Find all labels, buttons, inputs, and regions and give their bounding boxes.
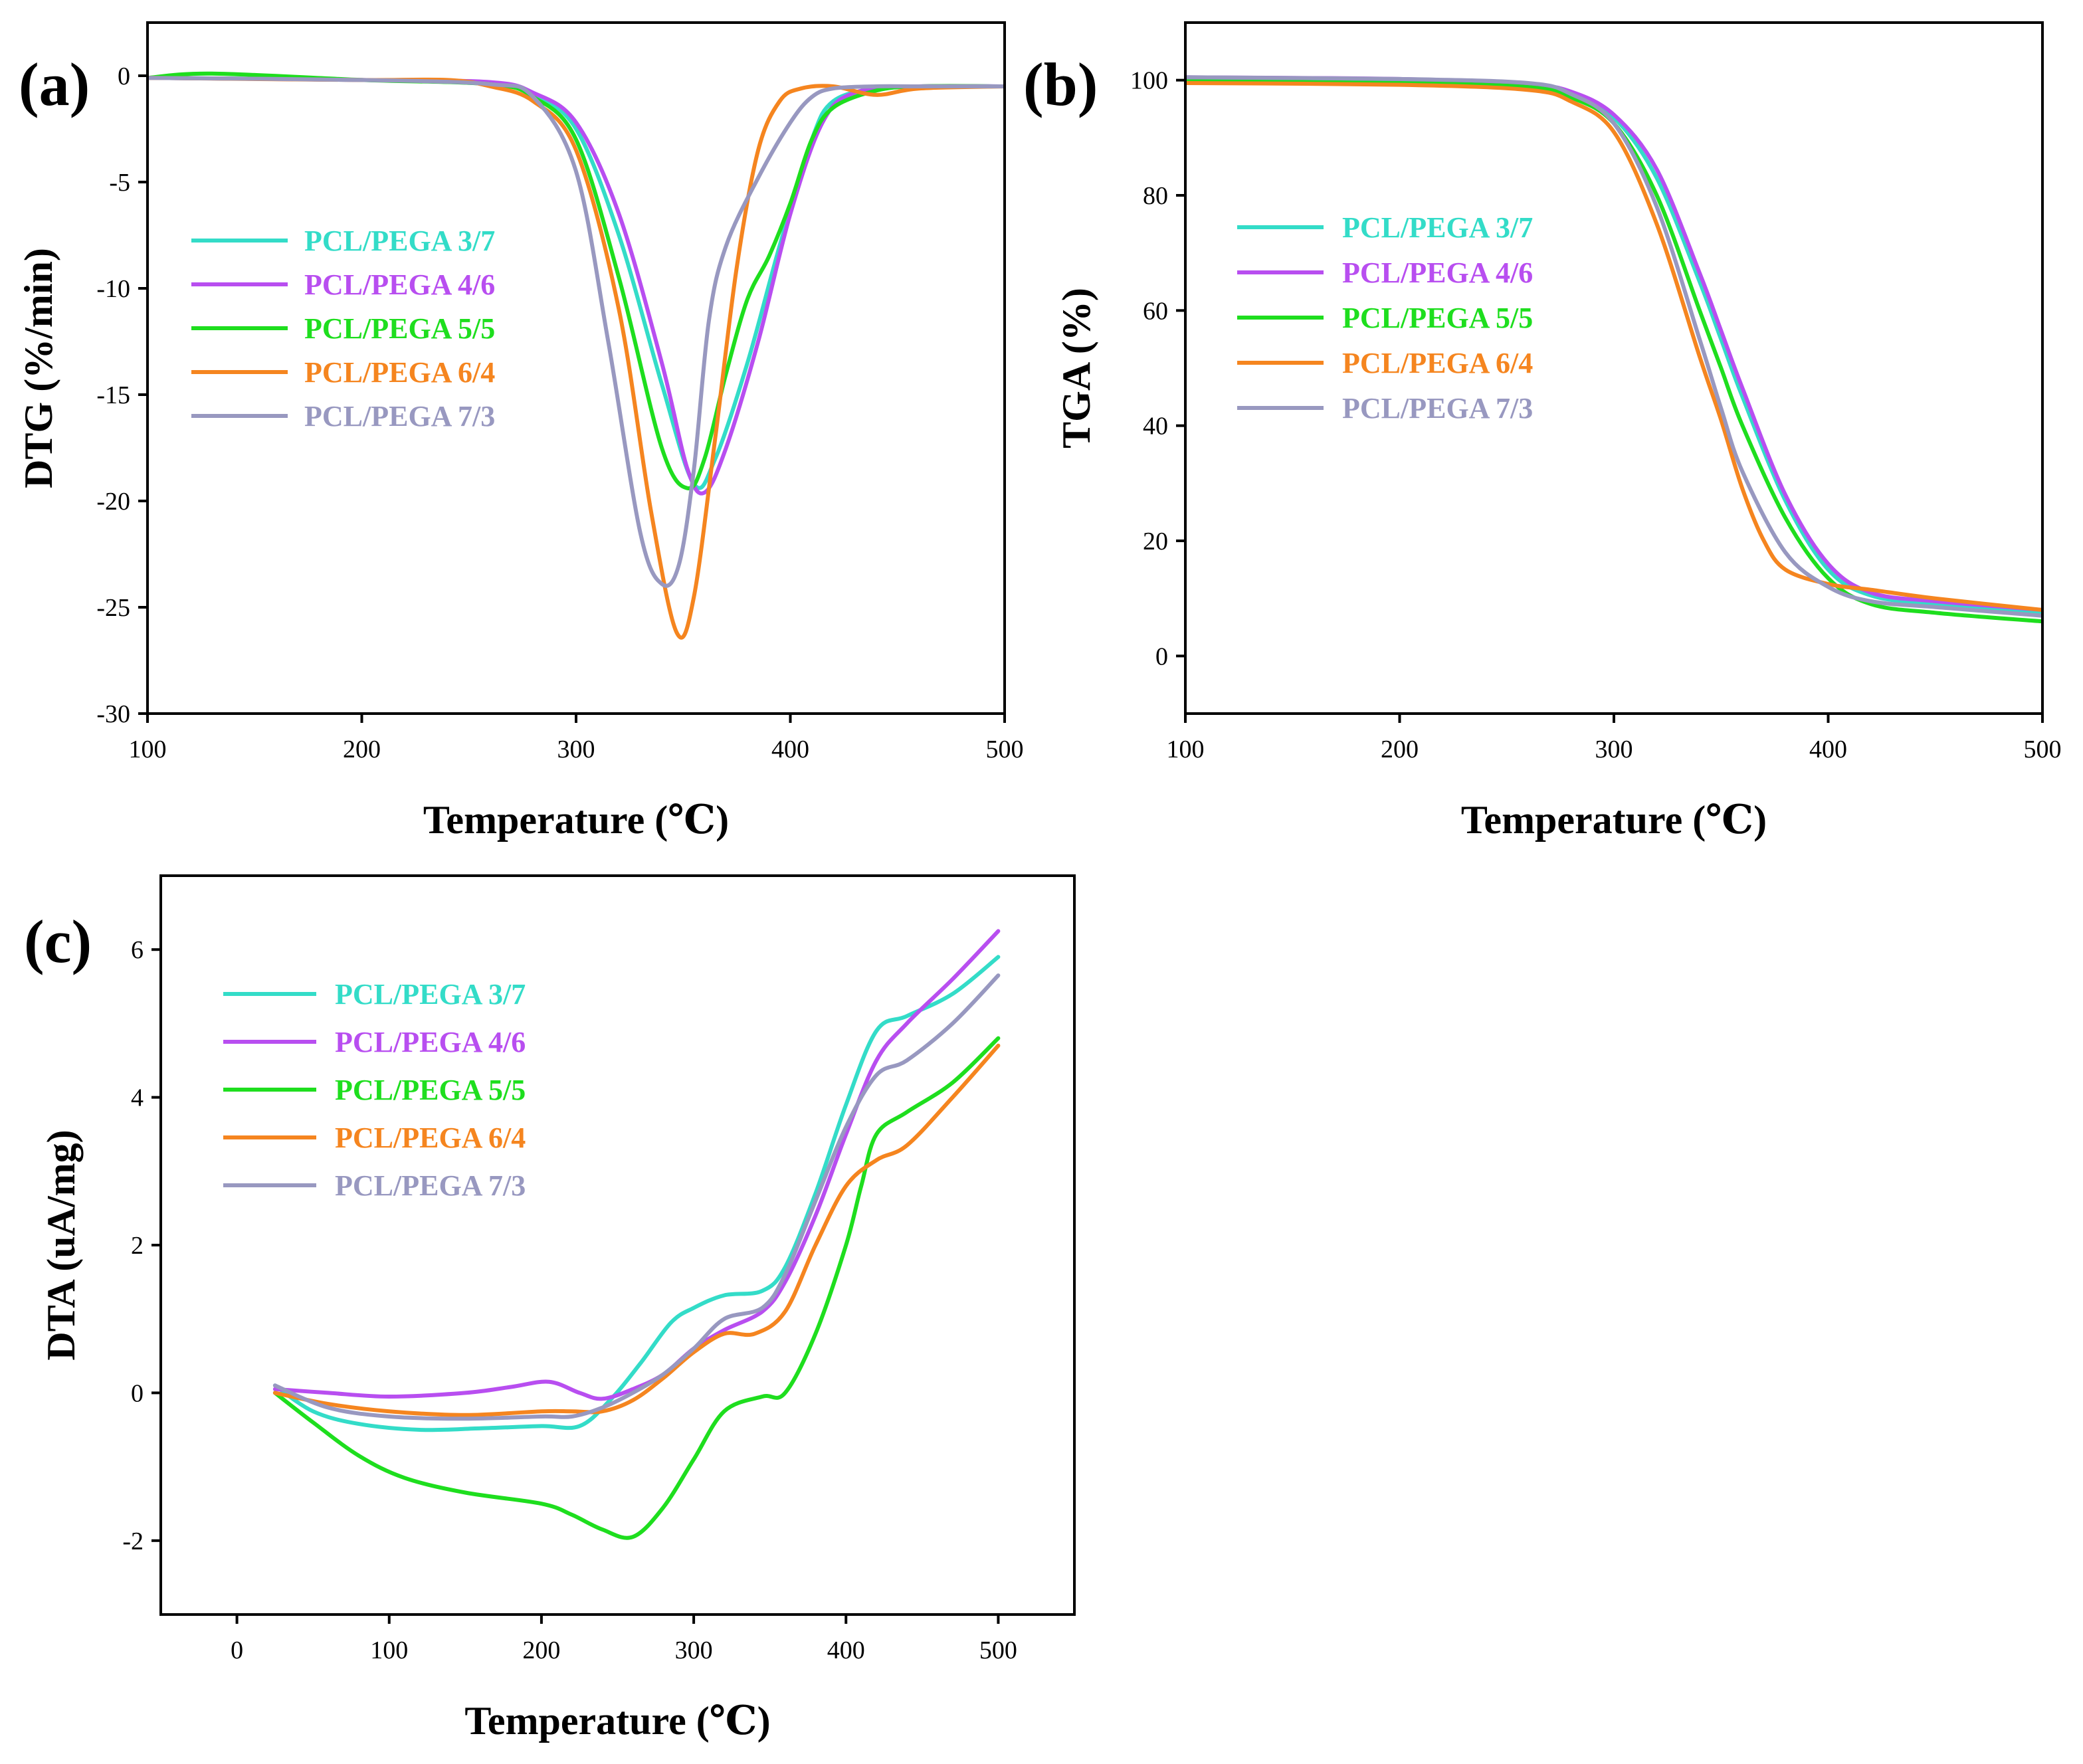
legend-label: PCL/PEGA 5/5 (1342, 302, 1533, 334)
legend-item: PCL/PEGA 4/6 (223, 1026, 526, 1058)
x-tick-label: 200 (522, 1636, 560, 1664)
x-tick-label: 300 (1595, 735, 1633, 763)
legend-item: PCL/PEGA 7/3 (1237, 392, 1533, 425)
legend-item: PCL/PEGA 3/7 (223, 978, 526, 1011)
y-tick-label: 100 (1130, 67, 1168, 95)
y-tick-label: 80 (1143, 182, 1168, 210)
series-line-4 (272, 1043, 1001, 1417)
legend-item: PCL/PEGA 6/4 (191, 356, 495, 389)
y-tick-label: 2 (131, 1232, 144, 1260)
legend: PCL/PEGA 3/7 PCL/PEGA 4/6 PCL/PEGA 5/5 PCL/… (191, 225, 495, 433)
y-axis-title: DTA (uA/mg) (39, 1129, 83, 1360)
panel-label: (b) (1023, 50, 1098, 118)
legend-label: PCL/PEGA 3/7 (335, 978, 526, 1011)
x-tick-label: 200 (1381, 735, 1419, 763)
x-tick-label: 300 (675, 1636, 713, 1664)
y-tick-label: -5 (109, 169, 130, 197)
x-tick-label: 400 (827, 1636, 865, 1664)
panel-label: (c) (24, 908, 92, 975)
series-line-4 (1185, 81, 2042, 612)
x-axis-title: Temperature (℃) (423, 798, 729, 842)
legend-label: PCL/PEGA 7/3 (1342, 392, 1533, 425)
y-axis-title: TGA (%) (1054, 288, 1098, 448)
y-axis: 0 20 40 60 80 100 (1130, 67, 1185, 670)
legend-item: PCL/PEGA 4/6 (1237, 256, 1533, 289)
y-axis: -2 0 2 4 6 (122, 936, 161, 1555)
legend-label: PCL/PEGA 6/4 (1342, 347, 1533, 379)
legend-item: PCL/PEGA 4/6 (191, 268, 495, 301)
x-tick-label: 500 (986, 735, 1024, 763)
y-axis: 0 -5 -10 -15 -20 -25 -30 (96, 62, 148, 728)
legend-label: PCL/PEGA 6/4 (335, 1122, 526, 1154)
legend-item: PCL/PEGA 5/5 (1237, 302, 1533, 334)
x-axis-title: Temperature (℃) (1461, 798, 1767, 842)
y-tick-label: 0 (1155, 642, 1168, 670)
legend-label: PCL/PEGA 4/6 (304, 268, 495, 301)
x-axis-title: Temperature (℃) (464, 1699, 770, 1743)
legend-item: PCL/PEGA 3/7 (1237, 211, 1533, 244)
y-tick-label: 0 (131, 1379, 144, 1407)
panel-label: (a) (19, 50, 90, 118)
x-tick-label: 400 (771, 735, 809, 763)
x-tick-label: 100 (129, 735, 167, 763)
series-lines (272, 929, 1001, 1540)
legend-item: PCL/PEGA 6/4 (223, 1122, 526, 1154)
legend-item: PCL/PEGA 7/3 (223, 1169, 526, 1202)
x-tick-label: 0 (231, 1636, 243, 1664)
series-lines (1185, 75, 2042, 624)
y-tick-label: -10 (96, 275, 130, 303)
legend-label: PCL/PEGA 5/5 (335, 1074, 526, 1106)
y-tick-label: -25 (96, 594, 130, 622)
y-tick-label: -20 (96, 488, 130, 516)
series-line-5 (272, 973, 1001, 1421)
legend-item: PCL/PEGA 6/4 (1237, 347, 1533, 379)
x-tick-label: 100 (1167, 735, 1205, 763)
x-tick-label: 500 (2024, 735, 2062, 763)
x-axis: 100 200 300 400 500 (1167, 714, 2062, 763)
legend-label: PCL/PEGA 6/4 (304, 356, 495, 389)
x-tick-label: 300 (557, 735, 595, 763)
series-lines (148, 71, 1005, 640)
y-tick-label: 20 (1143, 528, 1168, 555)
legend-label: PCL/PEGA 7/3 (335, 1169, 526, 1202)
legend-label: PCL/PEGA 4/6 (1342, 256, 1533, 289)
legend-label: PCL/PEGA 3/7 (304, 225, 495, 257)
panel-b-tga-chart: 100 200 300 400 500 0 20 40 60 80 100 Temperature (… (1023, 21, 2062, 842)
legend-item: PCL/PEGA 5/5 (223, 1074, 526, 1106)
legend: PCL/PEGA 3/7 PCL/PEGA 4/6 PCL/PEGA 5/5 PCL/… (1237, 211, 1533, 425)
y-tick-label: 6 (131, 936, 144, 964)
y-tick-label: -15 (96, 381, 130, 409)
legend-item: PCL/PEGA 3/7 (191, 225, 495, 257)
x-tick-label: 400 (1809, 735, 1847, 763)
x-axis: 0 100 200 300 400 500 (231, 1615, 1017, 1664)
panel-a-dtg-chart: 100 200 300 400 500 0 -5 -10 -15 -20 -25 -30 Tempera… (17, 21, 1024, 842)
series-line-5 (1185, 75, 2042, 618)
y-tick-label: 4 (131, 1084, 144, 1112)
x-tick-label: 500 (979, 1636, 1017, 1664)
y-tick-label: 0 (118, 62, 130, 90)
x-tick-label: 100 (370, 1636, 408, 1664)
legend-label: PCL/PEGA 5/5 (304, 312, 495, 345)
x-tick-label: 200 (343, 735, 381, 763)
series-line-3 (272, 1036, 1001, 1540)
legend-label: PCL/PEGA 7/3 (304, 400, 495, 433)
panel-c-dta-chart: 0 100 200 300 400 500 -2 0 2 4 6 Temperature (℃) DTA… (24, 874, 1076, 1743)
y-tick-label: -30 (96, 700, 130, 728)
legend-label: PCL/PEGA 3/7 (1342, 211, 1533, 244)
x-axis: 100 200 300 400 500 (129, 714, 1024, 763)
legend: PCL/PEGA 3/7 PCL/PEGA 4/6 PCL/PEGA 5/5 PCL/… (223, 978, 526, 1202)
y-tick-label: -2 (122, 1527, 144, 1555)
legend-item: PCL/PEGA 5/5 (191, 312, 495, 345)
y-axis-title: DTG (%/min) (17, 248, 60, 488)
legend-label: PCL/PEGA 4/6 (335, 1026, 526, 1058)
series-line-5 (148, 76, 1005, 588)
y-tick-label: 40 (1143, 413, 1168, 441)
series-line-1 (272, 955, 1001, 1432)
legend-item: PCL/PEGA 7/3 (191, 400, 495, 433)
y-tick-label: 60 (1143, 297, 1168, 325)
